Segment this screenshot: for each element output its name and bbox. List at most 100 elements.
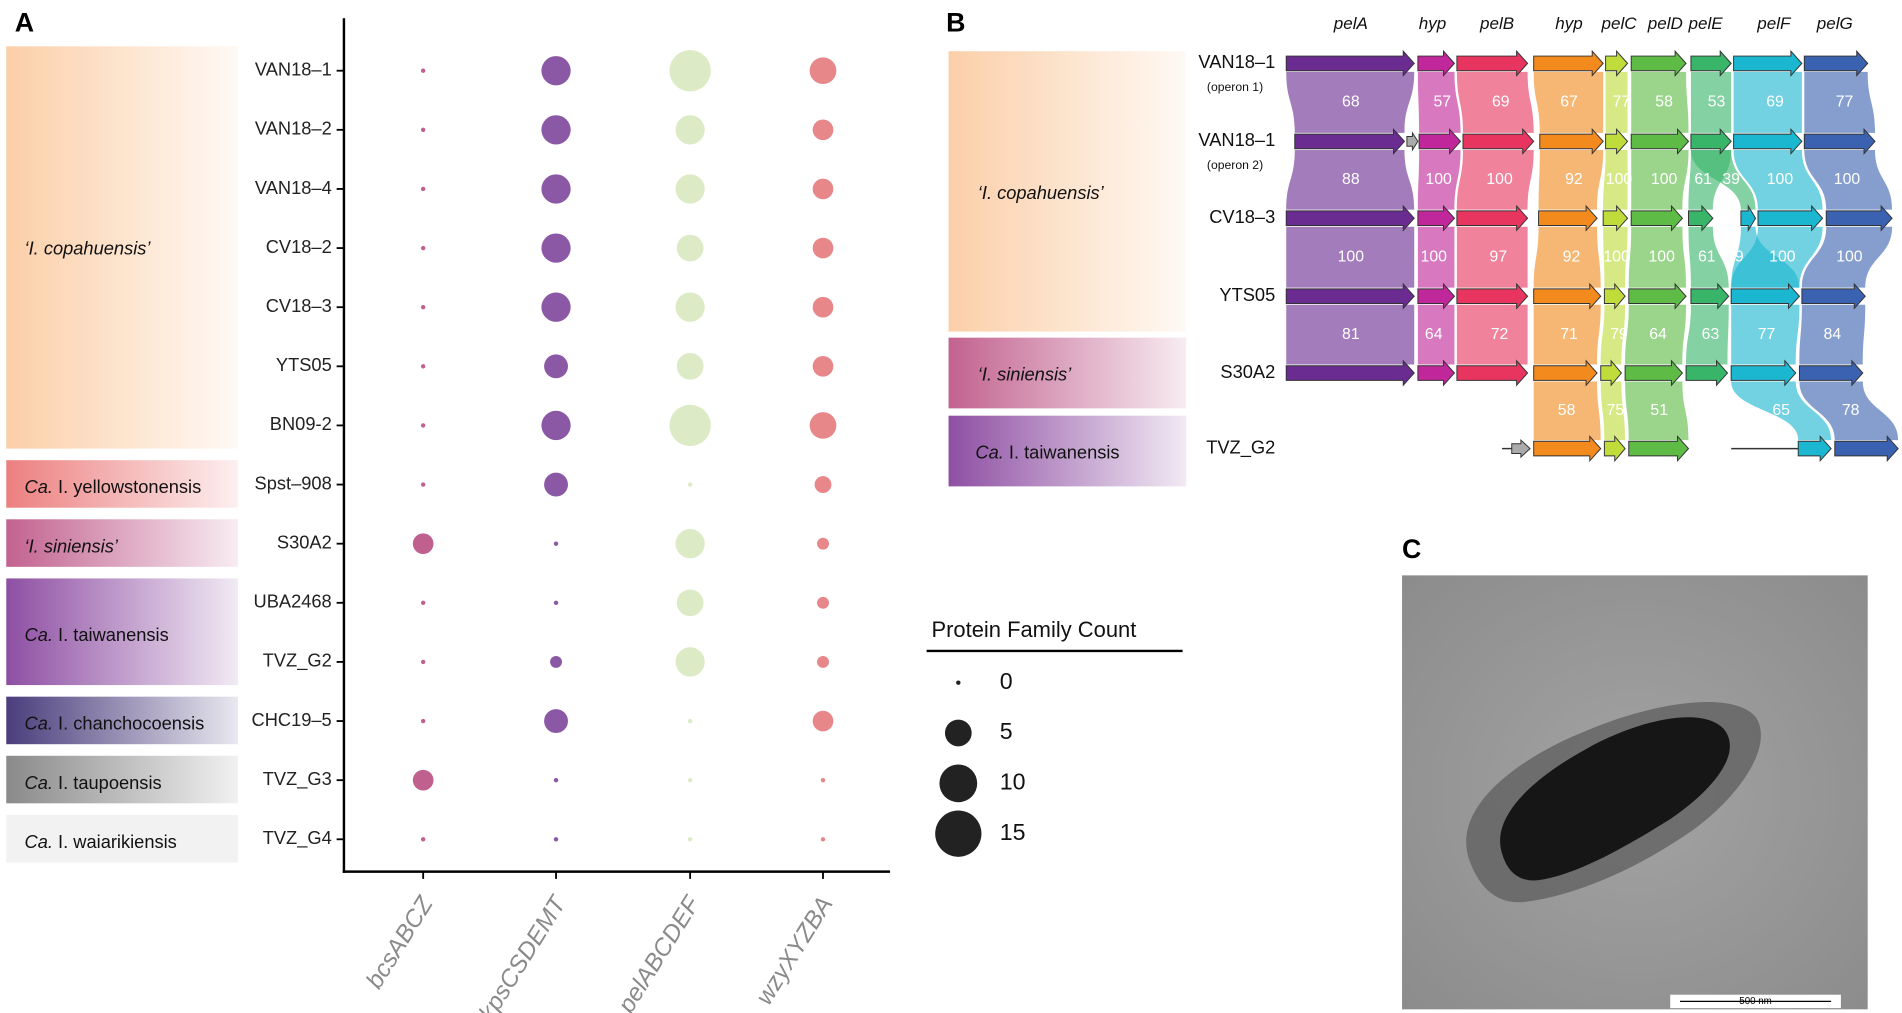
legend-title: Protein Family Count [931, 617, 1136, 642]
identity-label: 88 [1342, 171, 1360, 188]
bubble [544, 472, 568, 497]
bubble [541, 174, 571, 204]
identity-label: 100 [1421, 248, 1448, 265]
legend-dot [935, 810, 982, 857]
panel-label: C [1402, 534, 1421, 564]
gene-arrow [1685, 359, 1729, 387]
scale-bar-label: 500 nm [1739, 996, 1772, 1007]
bubble [676, 352, 704, 380]
bubble [687, 837, 693, 842]
bubble [809, 412, 837, 439]
bubble [420, 245, 426, 251]
identity-label: 100 [1769, 248, 1796, 265]
identity-ribbon [1417, 149, 1461, 210]
row-label: VAN18–1 [1198, 129, 1275, 150]
clade-band [6, 696, 238, 745]
bubble [420, 364, 426, 369]
bubble [817, 655, 829, 668]
identity-ribbon [1733, 71, 1802, 133]
gene-arrow [1600, 359, 1623, 387]
gene-arrow [1533, 359, 1598, 387]
column-label: kpsCSDEMT [474, 890, 573, 1013]
clade-label: Ca. I. waiarikiensis [25, 831, 177, 852]
bubble [420, 659, 426, 665]
bubble [553, 541, 559, 546]
clade-band [948, 337, 1187, 409]
identity-ribbon [1417, 71, 1461, 133]
gene-arrow [1825, 204, 1893, 232]
bubble [676, 589, 704, 617]
row-label: YTS05 [1219, 284, 1275, 305]
legend-dot [944, 719, 972, 747]
genome-label: CHC19–5 [252, 709, 332, 730]
bubble [812, 296, 834, 318]
legend-dot [939, 764, 978, 803]
row-note: (operon 1) [1207, 80, 1263, 94]
gene-name: pelC [1600, 14, 1637, 33]
bubble [676, 234, 704, 262]
genome-label: VAN18–1 [255, 59, 332, 80]
clade-italic: Ca. [25, 476, 53, 497]
identity-label: 69 [1766, 94, 1784, 111]
identity-label: 39 [1726, 248, 1744, 265]
identity-label: 92 [1563, 248, 1581, 265]
gene-arrow [1533, 282, 1602, 310]
bubble [675, 647, 705, 677]
column-label: bcsABCZ [361, 891, 439, 994]
gene-arrow [1803, 127, 1876, 155]
bubble [675, 115, 705, 145]
gene-arrow [1624, 359, 1684, 387]
clade-name: I. chanchocoensis [53, 713, 204, 734]
gene-name: pelD [1647, 14, 1683, 33]
identity-ribbon [1731, 381, 1832, 441]
identity-ribbon [1686, 304, 1729, 365]
identity-label: 100 [1651, 171, 1678, 188]
identity-ribbon [1286, 226, 1415, 288]
gene-arrow [1630, 49, 1687, 77]
gene-arrow [1603, 435, 1626, 463]
bubble [420, 718, 426, 724]
clade-label: ‘I. copahuensis’ [25, 237, 152, 258]
genome-label: CV18–2 [266, 236, 332, 257]
identity-ribbon [1605, 71, 1628, 133]
genome-label: Spst–908 [255, 472, 332, 493]
identity-label: 72 [1491, 326, 1509, 343]
identity-label: 100 [1425, 171, 1452, 188]
bubble [544, 709, 568, 733]
bubble [675, 292, 705, 322]
identity-label: 77 [1613, 94, 1631, 111]
clade-band [948, 51, 1187, 332]
gene-arrow [1733, 127, 1803, 155]
identity-label: 100 [1834, 171, 1861, 188]
bubble [420, 68, 426, 73]
identity-ribbon [1801, 226, 1893, 288]
identity-label: 68 [1342, 94, 1360, 111]
gene-arrow [1294, 127, 1406, 155]
identity-label: 58 [1558, 402, 1576, 419]
clade-band [6, 46, 238, 449]
gene-arrow [1602, 204, 1629, 232]
identity-ribbon [1600, 381, 1626, 441]
gene-name: pelF [1756, 14, 1792, 33]
gene-arrow [1628, 282, 1687, 310]
gene-arrow [1730, 282, 1801, 310]
identity-ribbon [1799, 381, 1899, 441]
legend-dot [956, 680, 961, 685]
identity-ribbon [1690, 149, 1756, 210]
gene-arrow [1630, 127, 1690, 155]
genome-label: TVZ_G4 [263, 827, 332, 849]
genome-label: YTS05 [276, 354, 332, 375]
gene-arrow [1628, 435, 1690, 463]
identity-label: 57 [1433, 94, 1451, 111]
gene-arrow [1730, 359, 1797, 387]
row-label: CV18–3 [1209, 206, 1275, 227]
clade-label: Ca. I. taupoensis [25, 772, 162, 793]
identity-ribbon [1456, 71, 1534, 133]
cell-body [1500, 717, 1730, 881]
bubble [675, 174, 705, 204]
bubble [420, 600, 426, 605]
bubble [812, 355, 834, 377]
gene-arrow [1285, 204, 1415, 232]
panel-label: B [946, 7, 965, 37]
